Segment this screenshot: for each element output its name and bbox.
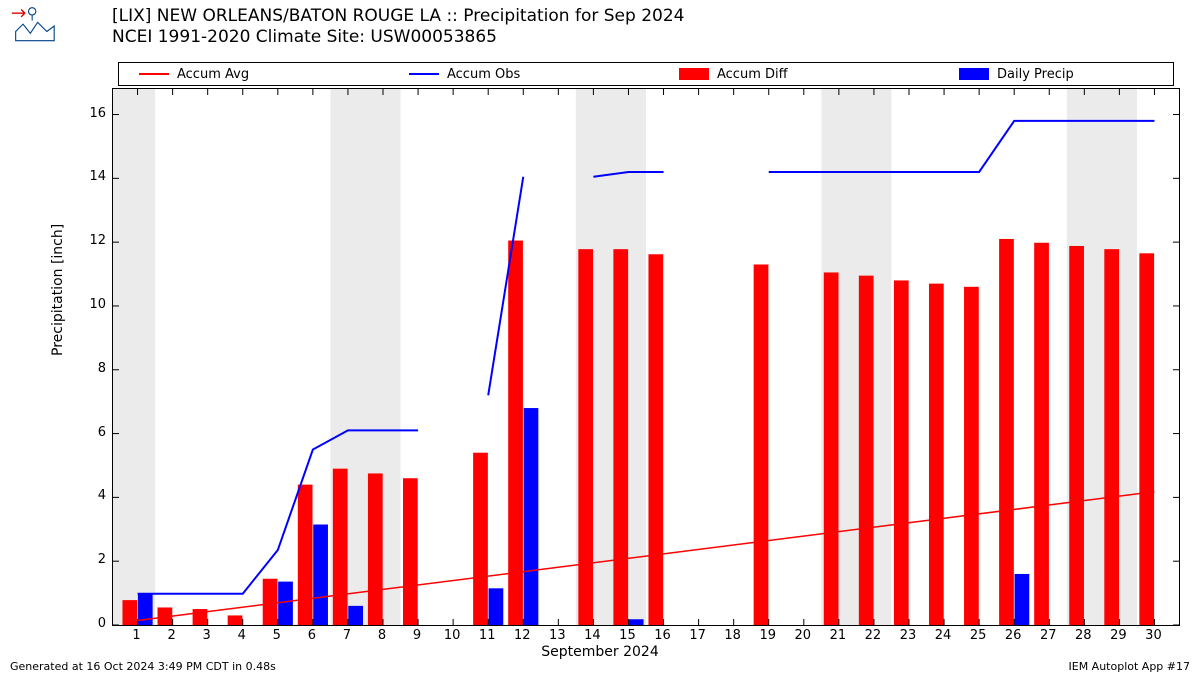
plot-area (112, 88, 1180, 626)
chart-title: [LIX] NEW ORLEANS/BATON ROUGE LA :: Prec… (112, 6, 684, 49)
ytick-label: 4 (76, 488, 106, 503)
xtick-label: 21 (828, 628, 848, 643)
xtick-label: 20 (793, 628, 813, 643)
legend-swatch (679, 68, 709, 80)
ytick-label: 12 (76, 233, 106, 248)
iem-logo (6, 4, 62, 48)
ytick-label: 16 (76, 106, 106, 121)
xtick-label: 30 (1143, 628, 1163, 643)
xtick-label: 16 (653, 628, 673, 643)
plot-svg (113, 89, 1179, 625)
xtick-label: 4 (232, 628, 252, 643)
xtick-label: 13 (547, 628, 567, 643)
title-line2: NCEI 1991-2020 Climate Site: USW00053865 (112, 27, 684, 48)
xtick-label: 12 (512, 628, 532, 643)
legend-swatch (139, 73, 169, 75)
xtick-label: 14 (582, 628, 602, 643)
xtick-label: 18 (723, 628, 743, 643)
xtick-label: 2 (162, 628, 182, 643)
xtick-label: 5 (267, 628, 287, 643)
legend-label: Accum Diff (717, 67, 788, 82)
legend-swatch (409, 73, 439, 75)
legend-item-daily-precip: Daily Precip (959, 67, 1074, 82)
ytick-label: 14 (76, 169, 106, 184)
title-line1: [LIX] NEW ORLEANS/BATON ROUGE LA :: Prec… (112, 6, 684, 27)
xtick-label: 29 (1108, 628, 1128, 643)
legend-label: Accum Avg (177, 67, 249, 82)
xtick-label: 19 (758, 628, 778, 643)
ytick-label: 2 (76, 552, 106, 567)
legend-item-accum-avg: Accum Avg (139, 67, 249, 82)
y-axis-label: Precipitation [inch] (50, 224, 66, 356)
ytick-label: 6 (76, 425, 106, 440)
xtick-label: 27 (1038, 628, 1058, 643)
xtick-label: 22 (863, 628, 883, 643)
legend-item-accum-obs: Accum Obs (409, 67, 520, 82)
xtick-label: 10 (442, 628, 462, 643)
xtick-label: 6 (302, 628, 322, 643)
xtick-label: 11 (477, 628, 497, 643)
xtick-label: 23 (898, 628, 918, 643)
legend: Accum Avg Accum Obs Accum Diff Daily Pre… (118, 62, 1174, 86)
xtick-label: 28 (1073, 628, 1093, 643)
xtick-label: 9 (407, 628, 427, 643)
footer-left: Generated at 16 Oct 2024 3:49 PM CDT in … (10, 660, 276, 673)
legend-label: Accum Obs (447, 67, 520, 82)
xtick-label: 3 (197, 628, 217, 643)
xtick-label: 24 (933, 628, 953, 643)
legend-item-accum-diff: Accum Diff (679, 67, 788, 82)
xtick-label: 8 (372, 628, 392, 643)
xtick-label: 26 (1003, 628, 1023, 643)
xtick-label: 25 (968, 628, 988, 643)
x-axis-label: September 2024 (0, 644, 1200, 660)
legend-swatch (959, 68, 989, 80)
ytick-label: 10 (76, 297, 106, 312)
xtick-label: 17 (688, 628, 708, 643)
xtick-label: 1 (127, 628, 147, 643)
xtick-label: 7 (337, 628, 357, 643)
footer-right: IEM Autoplot App #17 (1069, 660, 1191, 673)
ytick-label: 0 (76, 616, 106, 631)
legend-label: Daily Precip (997, 67, 1074, 82)
ytick-label: 8 (76, 361, 106, 376)
xtick-label: 15 (617, 628, 637, 643)
